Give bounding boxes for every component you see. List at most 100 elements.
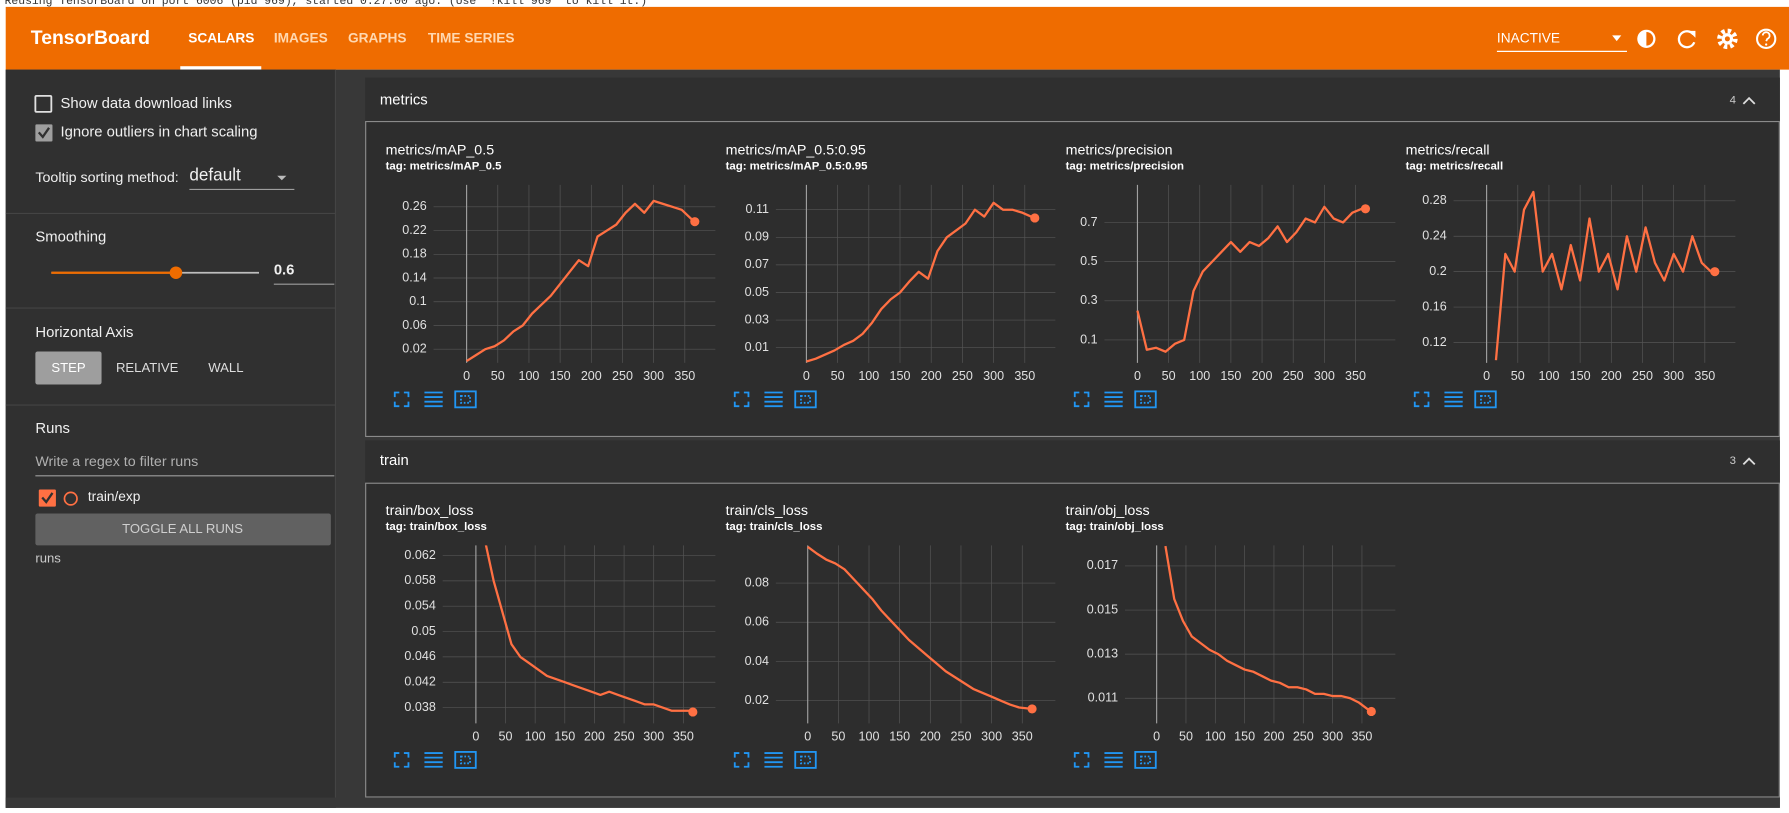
log-scale-button[interactable] — [764, 391, 783, 408]
fullscreen-button[interactable] — [1073, 391, 1090, 408]
y-tick-label: 0.054 — [404, 599, 435, 613]
fit-domain-button[interactable] — [794, 751, 817, 769]
button-label: STEP — [51, 360, 85, 375]
y-tick-label: 0.09 — [745, 230, 769, 244]
icon-shape — [1104, 391, 1123, 408]
y-tick-label: 0.013 — [1087, 646, 1118, 660]
log-scale-button[interactable] — [1444, 391, 1463, 408]
y-tick-label: 0.02 — [402, 342, 426, 356]
x-tick-label: 50 — [831, 369, 845, 383]
checkbox[interactable]: Ignore outliers in chart scaling — [35, 124, 257, 142]
section-header[interactable] — [365, 77, 1780, 121]
checkbox-box — [35, 124, 53, 142]
fullscreen-button[interactable] — [1073, 752, 1090, 768]
run-filter[interactable]: Write a regex to filter runs — [35, 454, 198, 470]
x-tick-label: 200 — [581, 369, 602, 383]
axis-button[interactable]: WALL — [208, 360, 243, 375]
fullscreen-button[interactable] — [733, 752, 750, 768]
run-checkbox[interactable] — [38, 489, 56, 507]
data-line — [1136, 205, 1366, 353]
section-header[interactable] — [365, 440, 1780, 483]
fit-domain-button[interactable] — [1474, 390, 1497, 409]
x-tick-label: 250 — [952, 369, 973, 383]
y-tick-label: 0.12 — [1422, 335, 1446, 349]
y-tick-label: 0.28 — [1422, 193, 1446, 207]
collapse-icon[interactable] — [1742, 457, 1756, 466]
chart-tag: tag: metrics/mAP_0.5 — [386, 161, 503, 173]
log-scale-button[interactable] — [424, 391, 443, 408]
smoothing-input[interactable]: 0.6 — [274, 262, 295, 278]
button-bg — [35, 351, 102, 385]
run-color[interactable] — [63, 491, 78, 506]
end-point — [688, 707, 698, 717]
x-tick-label: 100 — [858, 369, 879, 383]
fullscreen-button[interactable] — [733, 391, 750, 408]
y-tick-label: 0.042 — [404, 675, 435, 689]
fullscreen-button[interactable] — [393, 391, 410, 408]
icon-shape — [1761, 31, 1771, 42]
data-line — [806, 201, 1036, 363]
button-bg — [35, 513, 331, 546]
icon-shape — [393, 752, 410, 768]
chart-tag: tag: metrics/precision — [1066, 161, 1184, 173]
x-tick-label: 200 — [1252, 369, 1273, 383]
x-tick-label: 100 — [859, 729, 880, 743]
chart-tag: tag: metrics/mAP_0.5:0.95 — [726, 161, 868, 173]
checkmark — [41, 492, 54, 504]
x-tick-label: 350 — [674, 369, 695, 383]
slider-knob[interactable] — [169, 266, 183, 279]
icon-shape — [460, 395, 471, 404]
log-scale-button[interactable] — [1104, 752, 1123, 768]
icon-shape — [1134, 390, 1157, 409]
fit-domain-button[interactable] — [454, 390, 477, 409]
x-tick-label: 200 — [584, 729, 605, 743]
data-line — [1494, 190, 1715, 361]
x-tick-label: 250 — [1293, 729, 1314, 743]
checkbox[interactable]: Show data download links — [34, 94, 232, 113]
log-scale-button[interactable] — [1104, 391, 1123, 408]
fullscreen-button[interactable] — [393, 752, 410, 768]
y-tick-label: 0.058 — [404, 573, 435, 587]
tab[interactable]: GRAPHS — [348, 30, 407, 45]
axis-button[interactable]: STEP — [35, 351, 102, 385]
chart-tag: tag: metrics/recall — [1406, 161, 1504, 173]
log-scale-button[interactable] — [424, 752, 443, 768]
toggle-runs-button[interactable]: TOGGLE ALL RUNS — [35, 513, 331, 546]
y-tick-label: 0.05 — [411, 624, 435, 638]
x-tick-label: 0 — [1134, 369, 1141, 383]
x-tick-label: 0 — [1153, 729, 1160, 743]
chart-title: metrics/mAP_0.5:0.95 — [726, 142, 866, 158]
reload-dropdown[interactable]: INACTIVE — [1497, 30, 1627, 52]
tab[interactable]: SCALARS — [188, 30, 254, 45]
y-tick-label: 0.02 — [745, 693, 769, 707]
theme-toggle[interactable] — [1637, 29, 1656, 48]
smoothing-slider[interactable] — [51, 266, 259, 279]
fit-domain-button[interactable] — [454, 751, 477, 769]
tab[interactable]: IMAGES — [274, 30, 328, 45]
section-name: metrics — [380, 92, 428, 108]
collapse-icon[interactable] — [1742, 96, 1756, 105]
help-button[interactable] — [1756, 28, 1777, 49]
x-tick-label: 0 — [1483, 369, 1490, 383]
x-tick-label: 50 — [491, 369, 505, 383]
y-tick-label: 0.08 — [745, 575, 769, 589]
fit-domain-button[interactable] — [794, 390, 817, 409]
x-tick-label: 100 — [518, 369, 539, 383]
settings-button[interactable] — [1717, 28, 1738, 50]
icon-shape — [1474, 390, 1497, 409]
icon-shape — [1756, 28, 1777, 49]
y-tick-label: 0.16 — [1422, 299, 1446, 313]
icon-shape — [794, 751, 817, 769]
chart-title: train/obj_loss — [1066, 503, 1150, 519]
axis-button[interactable]: RELATIVE — [116, 360, 179, 375]
x-tick-label: 350 — [1694, 369, 1715, 383]
icon-shape — [454, 390, 477, 409]
x-tick-label: 100 — [1205, 729, 1226, 743]
app-title: TensorBoard — [31, 27, 150, 49]
y-tick-label: 0.038 — [404, 700, 435, 714]
x-tick-label: 0 — [803, 369, 810, 383]
tab[interactable]: TIME SERIES — [428, 30, 515, 45]
fullscreen-button[interactable] — [1413, 391, 1430, 408]
tooltip-select[interactable]: default — [189, 165, 295, 191]
log-scale-button[interactable] — [764, 752, 783, 768]
